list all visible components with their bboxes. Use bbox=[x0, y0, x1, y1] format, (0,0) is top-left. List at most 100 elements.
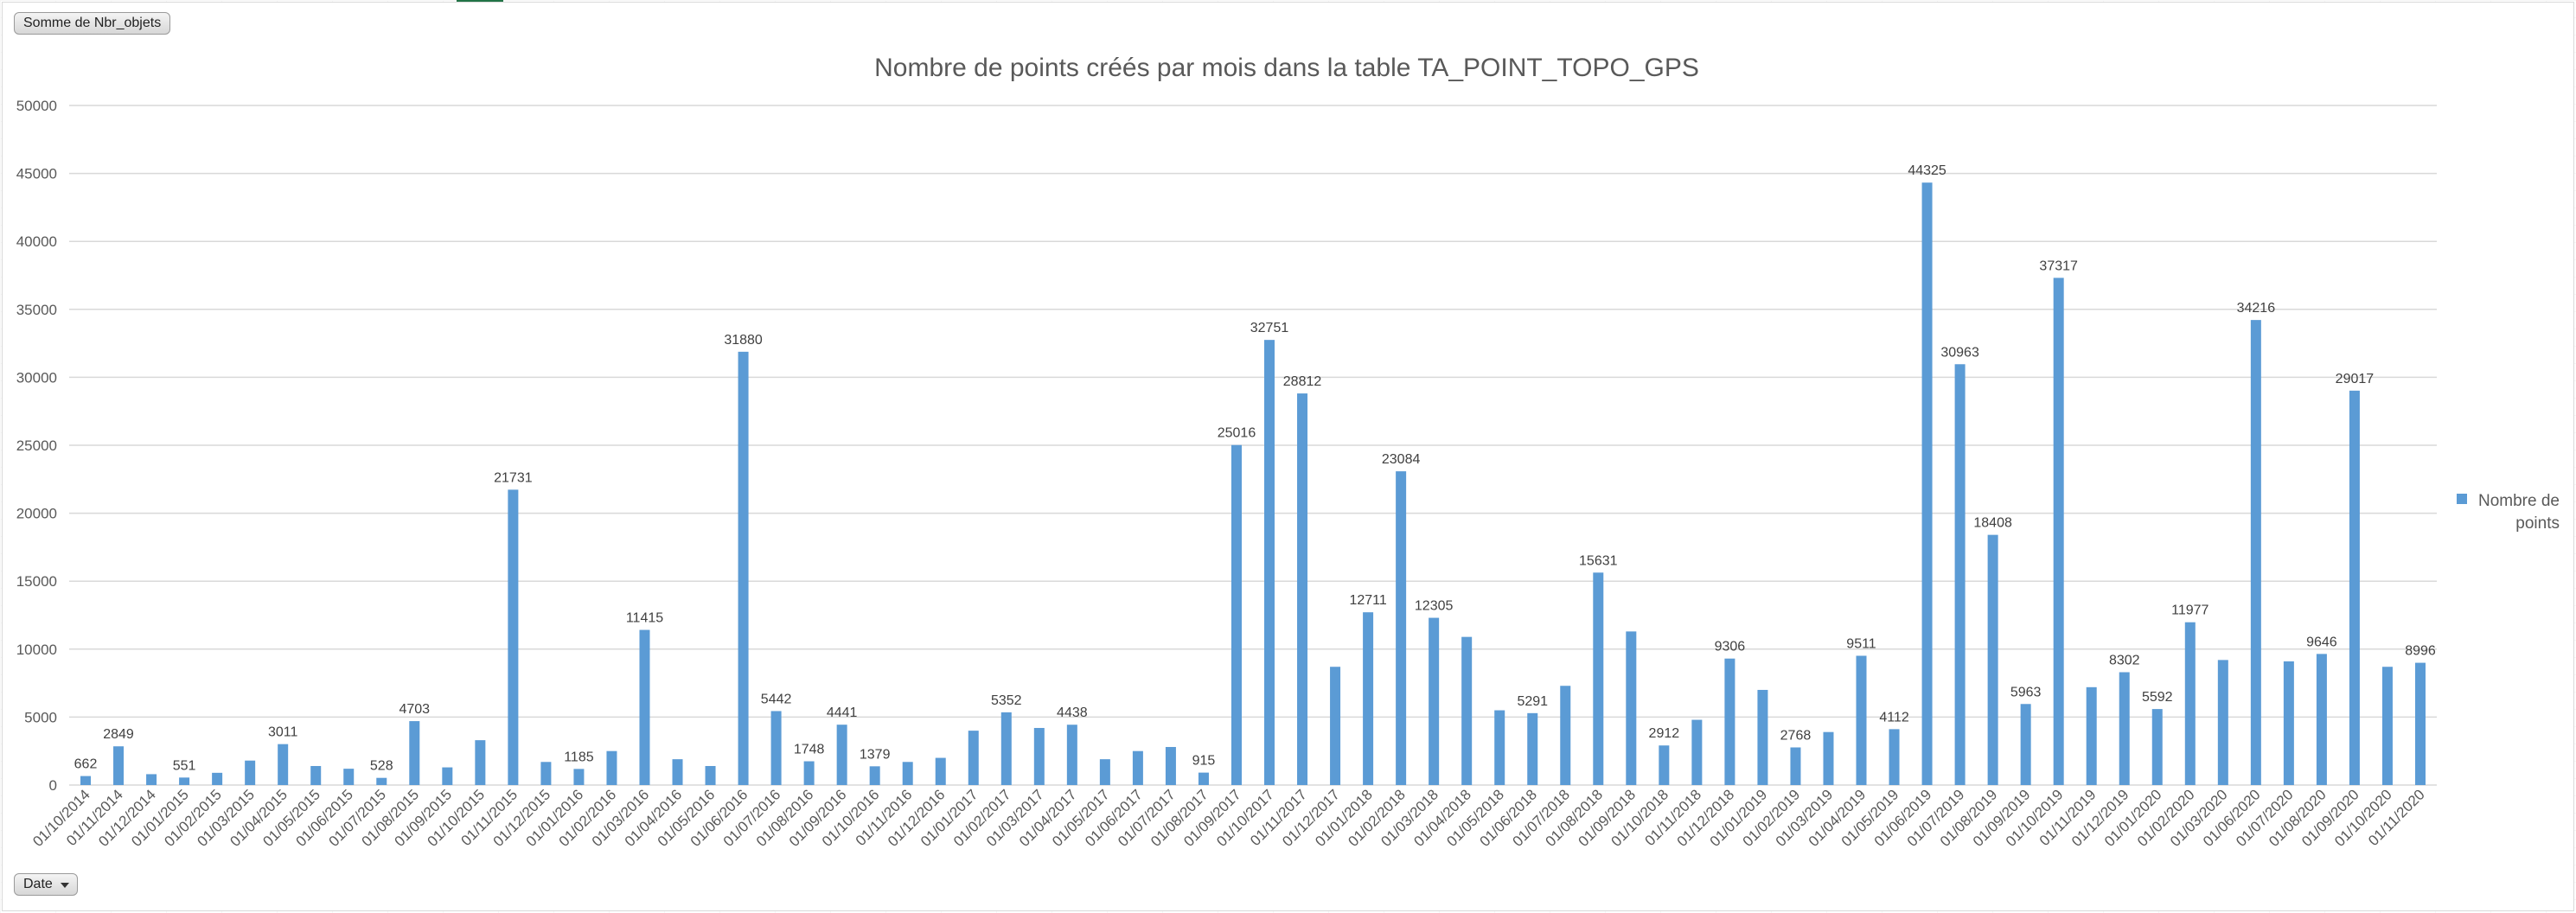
data-label: 8302 bbox=[2109, 653, 2140, 667]
bar-01/11/2017[interactable] bbox=[1297, 393, 1308, 785]
bar-01/02/2015[interactable] bbox=[212, 772, 223, 785]
data-label: 2849 bbox=[103, 727, 134, 742]
bar-01/01/2016[interactable] bbox=[573, 769, 585, 785]
bar-01/02/2020[interactable] bbox=[2184, 622, 2196, 785]
bars bbox=[80, 182, 2426, 785]
bar-01/12/2018[interactable] bbox=[1724, 658, 1735, 785]
bar-01/01/2015[interactable] bbox=[179, 777, 190, 785]
bar-01/08/2015[interactable] bbox=[409, 721, 420, 785]
bar-01/06/2015[interactable] bbox=[343, 769, 355, 785]
bar-01/02/2019[interactable] bbox=[1790, 747, 1801, 785]
bar-01/04/2019[interactable] bbox=[1856, 655, 1867, 785]
bar-01/04/2015[interactable] bbox=[278, 744, 289, 785]
bar-01/01/2017[interactable] bbox=[968, 731, 979, 785]
bar-01/05/2019[interactable] bbox=[1889, 729, 1900, 785]
bar-01/03/2019[interactable] bbox=[1823, 731, 1834, 785]
bar-01/02/2018[interactable] bbox=[1396, 471, 1407, 785]
bar-01/12/2019[interactable] bbox=[2119, 672, 2130, 785]
data-label: 4703 bbox=[399, 702, 430, 717]
bar-01/03/2015[interactable] bbox=[245, 760, 256, 785]
bar-01/06/2017[interactable] bbox=[1132, 750, 1143, 785]
bar-01/08/2017[interactable] bbox=[1198, 772, 1209, 785]
data-label: 18408 bbox=[1973, 516, 2012, 531]
y-tick-label: 5000 bbox=[24, 709, 57, 725]
bar-01/03/2017[interactable] bbox=[1033, 727, 1045, 785]
bar-01/10/2017[interactable] bbox=[1264, 340, 1275, 785]
bar-01/05/2015[interactable] bbox=[310, 765, 322, 785]
legend[interactable]: Nombre de points bbox=[2457, 492, 2560, 533]
bar-01/06/2019[interactable] bbox=[1921, 182, 1933, 785]
y-tick-label: 15000 bbox=[16, 573, 57, 590]
y-tick-label: 45000 bbox=[16, 166, 57, 182]
bar-01/10/2016[interactable] bbox=[869, 766, 880, 785]
data-label: 551 bbox=[173, 758, 196, 773]
bar-01/07/2015[interactable] bbox=[376, 777, 387, 785]
y-tick-label: 35000 bbox=[16, 302, 57, 318]
bar-01/01/2020[interactable] bbox=[2151, 709, 2163, 785]
pivot-date-field-button[interactable]: Date bbox=[14, 873, 78, 896]
bar-01/10/2019[interactable] bbox=[2053, 278, 2064, 785]
data-label: 5963 bbox=[2010, 685, 2042, 699]
data-label: 9306 bbox=[1715, 640, 1746, 654]
bar-01/04/2017[interactable] bbox=[1066, 725, 1077, 785]
bar-01/05/2016[interactable] bbox=[705, 765, 716, 785]
bar-01/01/2019[interactable] bbox=[1757, 689, 1768, 785]
bar-01/09/2017[interactable] bbox=[1230, 444, 1242, 785]
bar-01/10/2018[interactable] bbox=[1659, 745, 1670, 785]
bar-01/05/2017[interactable] bbox=[1099, 759, 1110, 785]
bar-01/07/2019[interactable] bbox=[1954, 364, 1966, 785]
bar-01/02/2017[interactable] bbox=[1000, 712, 1012, 785]
bar-01/06/2020[interactable] bbox=[2250, 320, 2261, 785]
data-label: 11977 bbox=[2171, 603, 2208, 618]
bar-01/06/2016[interactable] bbox=[738, 351, 749, 785]
data-label: 4438 bbox=[1057, 706, 1088, 720]
bar-01/03/2016[interactable] bbox=[639, 629, 650, 785]
bar-01/11/2018[interactable] bbox=[1691, 719, 1703, 785]
pivot-value-field-label: Somme de Nbr_objets bbox=[23, 16, 162, 30]
bar-01/11/2019[interactable] bbox=[2086, 686, 2097, 785]
bar-01/10/2020[interactable] bbox=[2381, 667, 2393, 785]
data-labels: 662 2849 551 3011 528 4703 21731 1185 11415 31880… bbox=[74, 163, 2436, 773]
bar-01/02/2016[interactable] bbox=[606, 750, 617, 785]
bar-01/09/2020[interactable] bbox=[2349, 390, 2360, 785]
bar-01/04/2016[interactable] bbox=[672, 759, 683, 785]
bar-01/09/2018[interactable] bbox=[1626, 631, 1637, 785]
bar-01/12/2015[interactable] bbox=[540, 762, 552, 785]
bar-01/01/2018[interactable] bbox=[1363, 612, 1374, 785]
bar-01/07/2018[interactable] bbox=[1560, 686, 1571, 785]
data-label: 44325 bbox=[1908, 163, 1946, 178]
bar-01/08/2020[interactable] bbox=[2316, 654, 2327, 785]
bar-01/03/2020[interactable] bbox=[2217, 660, 2228, 785]
bar-01/11/2015[interactable] bbox=[508, 489, 519, 785]
bar-01/09/2019[interactable] bbox=[2020, 704, 2031, 785]
bar-01/08/2016[interactable] bbox=[803, 761, 815, 785]
pivot-value-field-button[interactable]: Somme de Nbr_objets bbox=[14, 12, 171, 35]
bar-01/04/2018[interactable] bbox=[1461, 636, 1473, 785]
bar-01/03/2018[interactable] bbox=[1429, 617, 1440, 785]
bar-01/11/2014[interactable] bbox=[113, 746, 125, 785]
data-label: 2768 bbox=[1780, 728, 1812, 743]
data-label: 915 bbox=[1192, 754, 1216, 769]
bar-01/10/2014[interactable] bbox=[80, 776, 92, 785]
bar-01/07/2020[interactable] bbox=[2283, 661, 2294, 785]
bar-01/08/2019[interactable] bbox=[1987, 534, 1998, 785]
bar-01/05/2018[interactable] bbox=[1494, 710, 1505, 785]
bar-01/10/2015[interactable] bbox=[475, 740, 486, 785]
bar-01/09/2016[interactable] bbox=[836, 725, 847, 785]
bar-01/07/2017[interactable] bbox=[1165, 746, 1176, 785]
bar-01/08/2018[interactable] bbox=[1593, 572, 1604, 785]
bar-01/12/2014[interactable] bbox=[146, 774, 157, 785]
data-label: 15631 bbox=[1579, 553, 1618, 568]
bar-01/07/2016[interactable] bbox=[770, 711, 782, 785]
bar-01/11/2016[interactable] bbox=[902, 762, 913, 785]
pivot-date-field-label: Date bbox=[23, 877, 53, 891]
bar-01/12/2016[interactable] bbox=[935, 757, 946, 785]
y-tick-label: 25000 bbox=[16, 437, 57, 454]
bar-01/09/2015[interactable] bbox=[442, 767, 453, 785]
bar-01/11/2020[interactable] bbox=[2414, 662, 2426, 785]
bar-01/06/2018[interactable] bbox=[1527, 712, 1538, 785]
y-tick-label: 30000 bbox=[16, 369, 57, 386]
data-label: 4441 bbox=[827, 706, 858, 720]
bar-01/12/2017[interactable] bbox=[1330, 667, 1341, 785]
